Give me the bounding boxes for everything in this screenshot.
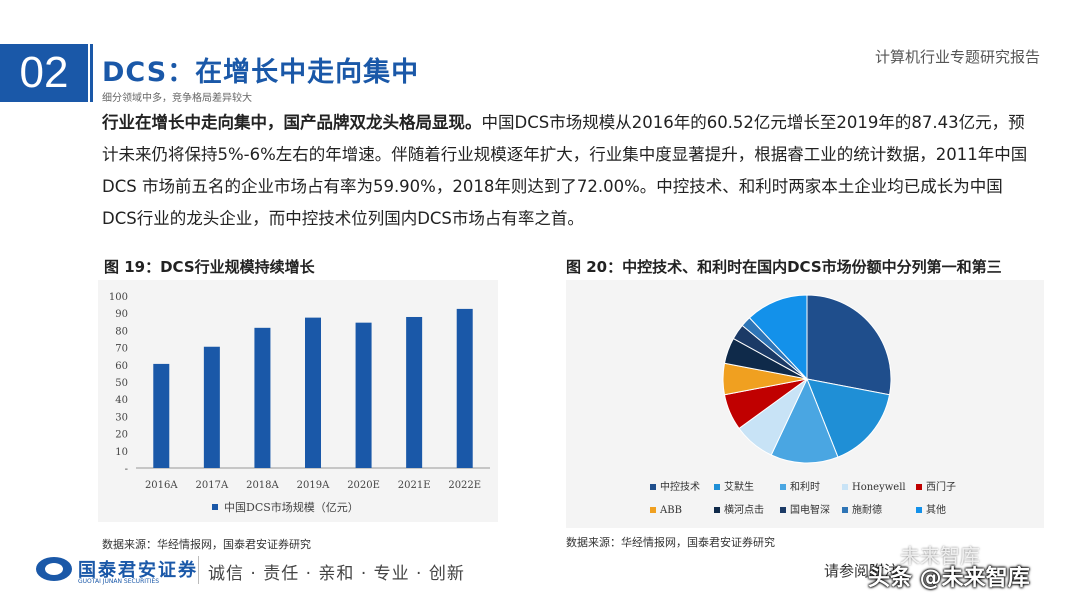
- bar-chart: 100 90 80 70 60 50 40 30 20 10 - 2016A 2017A 2018A 201…: [109, 292, 490, 514]
- bar: [456, 308, 473, 468]
- x-tick-label: 2019A: [297, 480, 330, 491]
- pie-slice: [806, 378, 891, 458]
- y-tick-label: 100: [109, 292, 128, 303]
- bar: [305, 317, 321, 468]
- legend-swatch: [714, 484, 720, 490]
- y-tick-label: -: [125, 464, 128, 475]
- legend-swatch: [780, 484, 786, 490]
- x-tick-label: 2021E: [398, 480, 431, 491]
- pie-slice: [806, 294, 892, 396]
- figure19-title: 图 19：DCS行业规模持续增长: [104, 258, 315, 276]
- figure20-source: 数据来源：华经情报网，国泰君安证券研究: [566, 536, 775, 549]
- figure19-source: 数据来源：华经情报网，国泰君安证券研究: [102, 538, 311, 551]
- pie-chart-panel: 中控技术 艾默生 和利时 Honeywell 西门子 ABB 横河点击 国电智深 施耐德 其他: [566, 280, 1044, 528]
- legend-swatch: [212, 504, 218, 510]
- page-subtitle: 细分领域中多，竞争格局差异较大: [102, 93, 252, 104]
- page-title: DCS：在增长中走向集中: [102, 57, 420, 88]
- y-tick-label: 30: [115, 412, 128, 423]
- body-paragraph: 行业在增长中走向集中，国产品牌双龙头格局显现。中国DCS市场规模从2016年的6…: [102, 107, 1032, 235]
- legend-label: 施耐德: [852, 503, 882, 516]
- footer-note: 请参阅附注: [824, 562, 900, 580]
- legend-swatch: [714, 507, 720, 513]
- x-tick-label: 2018A: [246, 480, 279, 491]
- legend-label: ABB: [659, 505, 682, 516]
- legend-label: Honeywell: [852, 482, 906, 493]
- y-tick-label: 80: [115, 326, 128, 337]
- footer-divider: [198, 556, 199, 584]
- legend-swatch: [842, 484, 848, 490]
- x-tick-label: 2022E: [448, 480, 481, 491]
- company-logo: 国泰君安证券 GUOTAI JUNAN SECURITIES: [36, 556, 198, 585]
- legend-swatch: [650, 484, 656, 490]
- company-name-cn: 国泰君安证券: [78, 560, 198, 581]
- bar: [153, 363, 170, 468]
- y-tick-label: 60: [115, 361, 128, 372]
- y-tick-label: 70: [115, 344, 128, 355]
- section-divider: [90, 44, 93, 102]
- watermark: 头条 @未来智库: [868, 566, 1030, 591]
- legend-swatch: [916, 484, 922, 490]
- watermark-top: 未来智库: [900, 544, 980, 568]
- legend-label: 国电智深: [790, 503, 830, 516]
- x-tick-label: 2020E: [347, 480, 380, 491]
- pie-chart: 中控技术 艾默生 和利时 Honeywell 西门子 ABB 横河点击 国电智深 施耐德 其他: [650, 294, 956, 516]
- legend-label: 和利时: [790, 481, 820, 493]
- y-tick-label: 90: [115, 309, 128, 320]
- pie-slice: [748, 294, 808, 381]
- report-name: 计算机行业专题研究报告: [874, 48, 1040, 66]
- legend-swatch: [780, 507, 786, 513]
- x-tick-label: 2016A: [145, 480, 178, 491]
- y-tick-label: 40: [115, 395, 128, 406]
- figure20-title: 图 20：中控技术、和利时在国内DCS市场份额中分列第一和第三: [566, 258, 1002, 276]
- y-tick-label: 50: [115, 378, 128, 389]
- body-lead: 行业在增长中走向集中，国产品牌双龙头格局显现。: [102, 113, 482, 132]
- bar: [355, 322, 372, 468]
- bar: [254, 327, 271, 468]
- pie-slice: [770, 377, 839, 464]
- company-name-en: GUOTAI JUNAN SECURITIES: [78, 578, 160, 585]
- legend-label: 其他: [926, 503, 946, 516]
- bar: [406, 316, 423, 468]
- section-number: 02: [0, 44, 88, 102]
- footer-motto: 诚信 · 责任 · 亲和 · 专业 · 创新: [208, 564, 465, 584]
- x-tick-label: 2017A: [196, 480, 229, 491]
- legend-swatch: [842, 507, 848, 513]
- y-tick-label: 20: [115, 430, 128, 441]
- legend-label: 艾默生: [724, 480, 754, 493]
- legend-label: 中国DCS市场规模（亿元）: [224, 500, 359, 514]
- bar: [203, 346, 220, 468]
- body-text: 中国DCS市场规模从2016年的60.52亿元增长至2019年的87.43亿元，…: [102, 113, 1028, 228]
- y-tick-label: 10: [115, 447, 128, 458]
- bar-chart-panel: 100 90 80 70 60 50 40 30 20 10 - 2016A 2017A 2018A 201…: [98, 280, 498, 522]
- legend-swatch: [916, 507, 922, 513]
- legend-label: 中控技术: [660, 480, 700, 493]
- legend-label: 西门子: [926, 480, 956, 493]
- logo-mark-icon: [36, 557, 72, 581]
- legend-label: 横河点击: [724, 503, 764, 516]
- legend-swatch: [650, 507, 656, 513]
